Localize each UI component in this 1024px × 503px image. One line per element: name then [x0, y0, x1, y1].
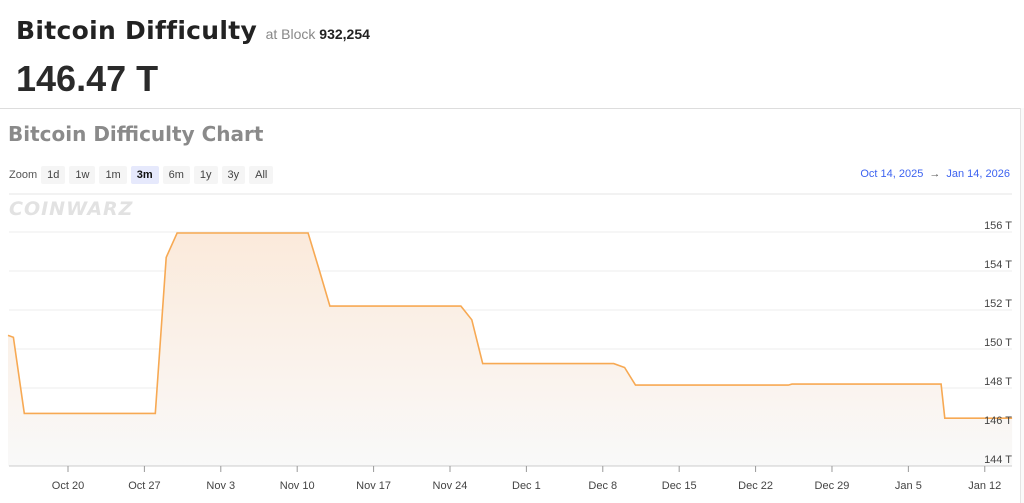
y-tick-label: 154 T: [984, 259, 1012, 271]
zoom-3y-button[interactable]: 3y: [221, 166, 246, 184]
range-to[interactable]: Jan 14, 2026: [946, 168, 1010, 180]
y-tick-label: 152 T: [984, 298, 1012, 310]
x-tick-label: Oct 27: [128, 480, 160, 492]
difficulty-value: 146.47 T: [16, 58, 159, 99]
series-line: [7, 232, 1013, 419]
zoom-selector: Zoom 1d 1w 1m 3m 6m 1y 3y All: [9, 166, 277, 184]
zoom-label: Zoom: [9, 169, 38, 181]
page-header: Bitcoin Difficulty at Block 932,254: [16, 16, 370, 45]
y-tick-label: 148 T: [984, 376, 1012, 388]
area-fill: [8, 233, 1013, 466]
y-tick-label: 156 T: [984, 220, 1012, 232]
y-tick-label: 146 T: [984, 415, 1012, 427]
scrollbar[interactable]: [1020, 108, 1024, 503]
date-range: Oct 14, 2025 → Jan 14, 2026: [860, 168, 1010, 180]
block-info: at Block 932,254: [266, 26, 370, 42]
block-number: 932,254: [319, 26, 370, 42]
x-tick-label: Oct 20: [52, 480, 84, 492]
x-tick-label: Dec 1: [512, 480, 541, 492]
x-tick-label: Dec 22: [738, 480, 773, 492]
y-tick-label: 150 T: [984, 337, 1012, 349]
page-title: Bitcoin Difficulty: [16, 16, 258, 45]
zoom-all-button[interactable]: All: [249, 166, 274, 184]
zoom-6m-button[interactable]: 6m: [162, 166, 190, 184]
x-tick-label: Nov 17: [356, 480, 391, 492]
divider: [0, 108, 1020, 109]
zoom-1d-button[interactable]: 1d: [41, 166, 66, 184]
zoom-1w-button[interactable]: 1w: [69, 166, 96, 184]
x-tick-label: Dec 15: [662, 480, 697, 492]
range-from[interactable]: Oct 14, 2025: [860, 168, 924, 180]
at-block-label: at Block: [265, 26, 316, 42]
arrow-right-icon: →: [929, 168, 941, 180]
y-tick-label: 144 T: [984, 454, 1012, 466]
coinwarz-watermark: COINWARZ: [9, 198, 134, 220]
zoom-1y-button[interactable]: 1y: [193, 166, 218, 184]
x-tick-label: Nov 24: [433, 480, 468, 492]
x-tick-label: Dec 8: [588, 480, 617, 492]
x-tick-label: Nov 10: [280, 480, 315, 492]
x-tick-label: Nov 3: [206, 480, 235, 492]
zoom-1m-button[interactable]: 1m: [99, 166, 127, 184]
chart-title: Bitcoin Difficulty Chart: [8, 122, 264, 146]
zoom-3m-button[interactable]: 3m: [130, 166, 159, 184]
x-tick-label: Jan 5: [895, 480, 922, 492]
x-tick-label: Jan 12: [968, 480, 1001, 492]
x-tick-label: Dec 29: [815, 480, 850, 492]
